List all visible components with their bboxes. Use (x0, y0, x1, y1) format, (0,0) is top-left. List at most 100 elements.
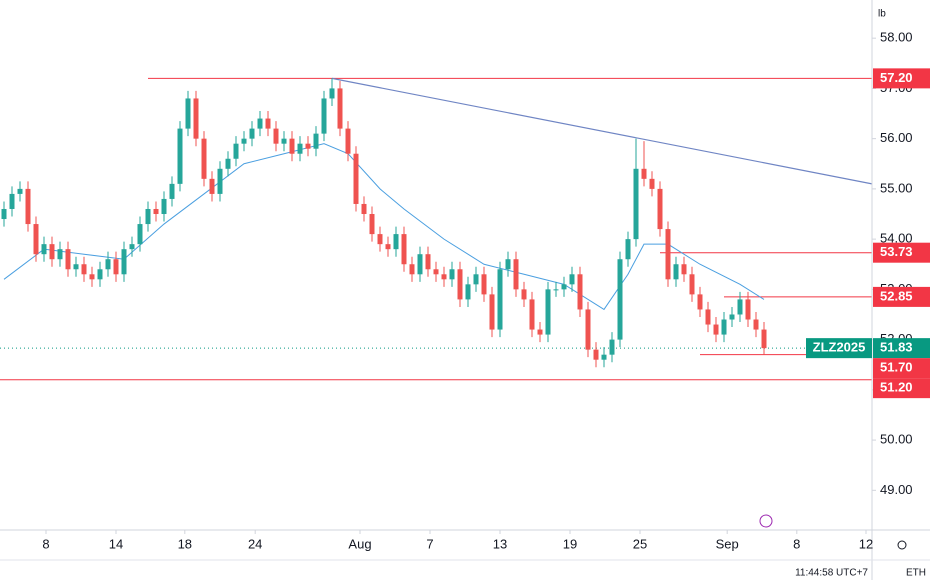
candle-body (689, 274, 695, 295)
candle-body (377, 234, 383, 245)
moving-average (3, 143, 765, 311)
y-tick-label: 54.00 (880, 231, 913, 246)
candle-body (433, 269, 439, 275)
x-tick-label: 7 (426, 536, 433, 551)
candle-body (41, 244, 47, 255)
y-tick-label: 50.00 (880, 432, 913, 447)
y-tick-label: 55.00 (880, 180, 913, 195)
candle-body (49, 244, 55, 260)
candle-body (177, 128, 183, 184)
candle-body (761, 329, 767, 349)
settings-icon[interactable] (897, 540, 907, 550)
candle-body (737, 299, 743, 315)
x-tick-label: 13 (493, 536, 507, 551)
level-box (873, 358, 930, 379)
candle-body (353, 153, 359, 204)
candle-body (609, 339, 615, 355)
candle-body (545, 289, 551, 335)
candle-body (97, 269, 103, 280)
candle-body (673, 264, 679, 280)
candle-body (65, 249, 71, 270)
candle-body (145, 208, 151, 225)
level-label: 52.85 (880, 288, 913, 303)
candle-body (233, 143, 239, 159)
candle-body (449, 269, 455, 280)
candle-body (321, 98, 327, 134)
unit-label: lb (878, 9, 886, 20)
candle-body (129, 244, 135, 250)
session: ETH (906, 568, 926, 579)
candle-body (537, 329, 543, 335)
y-tick-label: 49.00 (880, 482, 913, 497)
candle-body (529, 299, 535, 330)
candle-body (273, 128, 279, 144)
level-label: 53.73 (880, 244, 913, 259)
candle-body (57, 249, 63, 260)
candle-body (657, 188, 663, 230)
candle-body (513, 259, 519, 290)
candle-body (617, 259, 623, 340)
symbol-box (806, 338, 872, 359)
trend-line (331, 77, 873, 185)
candle-body (113, 259, 119, 275)
candle-body (497, 269, 503, 330)
event-icon[interactable] (759, 514, 773, 528)
candle-body (169, 183, 175, 199)
level-box (873, 286, 930, 307)
candle-body (665, 229, 671, 280)
candle-body (209, 178, 215, 194)
candle-body (241, 138, 247, 144)
candle-body (441, 274, 447, 280)
level-label: 51.20 (880, 380, 913, 395)
candle-body (505, 259, 511, 270)
candle-body (289, 138, 295, 154)
candle-body (361, 203, 367, 215)
candle-body (697, 294, 703, 310)
candle-body (305, 143, 311, 149)
candle-body (641, 168, 647, 179)
clock: 11:44:58 UTC+7 (795, 568, 868, 579)
candle-body (417, 254, 423, 275)
level-box (873, 68, 930, 89)
candle-body (625, 239, 631, 260)
candle-body (265, 118, 271, 129)
candle-body (89, 274, 95, 280)
candle-body (681, 264, 687, 275)
candle-body (297, 143, 303, 154)
candle-body (33, 224, 39, 255)
candle-body (17, 188, 23, 194)
candle-body (329, 88, 335, 99)
candle-body (649, 178, 655, 189)
x-tick-label: 8 (42, 536, 49, 551)
candle-body (593, 349, 599, 360)
candle-body (217, 168, 223, 194)
candle-body (281, 138, 287, 144)
candle-body (729, 314, 735, 320)
x-tick-label: 24 (248, 536, 262, 551)
candle-body (121, 249, 127, 275)
candle-body (385, 244, 391, 250)
x-tick-label: 12 (859, 536, 873, 551)
x-tick-label: Aug (348, 536, 371, 551)
candle-body (745, 299, 751, 320)
candle-body (521, 289, 527, 300)
candle-body (721, 319, 727, 335)
candle-body (585, 309, 591, 350)
candle-body (601, 354, 607, 360)
candle-body (73, 264, 79, 270)
candle-body (633, 168, 639, 240)
x-tick-label: 14 (109, 536, 123, 551)
candle-body (473, 274, 479, 285)
candle-body (201, 138, 207, 179)
candle-body (185, 98, 191, 129)
x-tick-label: 19 (563, 536, 577, 551)
candle-body (137, 224, 143, 245)
candle-body (105, 259, 111, 270)
candle-body (561, 284, 567, 290)
x-tick-label: 18 (178, 536, 192, 551)
candle-body (705, 309, 711, 325)
candle-body (393, 234, 399, 250)
candle-body (553, 289, 559, 291)
candle-body (713, 324, 719, 335)
